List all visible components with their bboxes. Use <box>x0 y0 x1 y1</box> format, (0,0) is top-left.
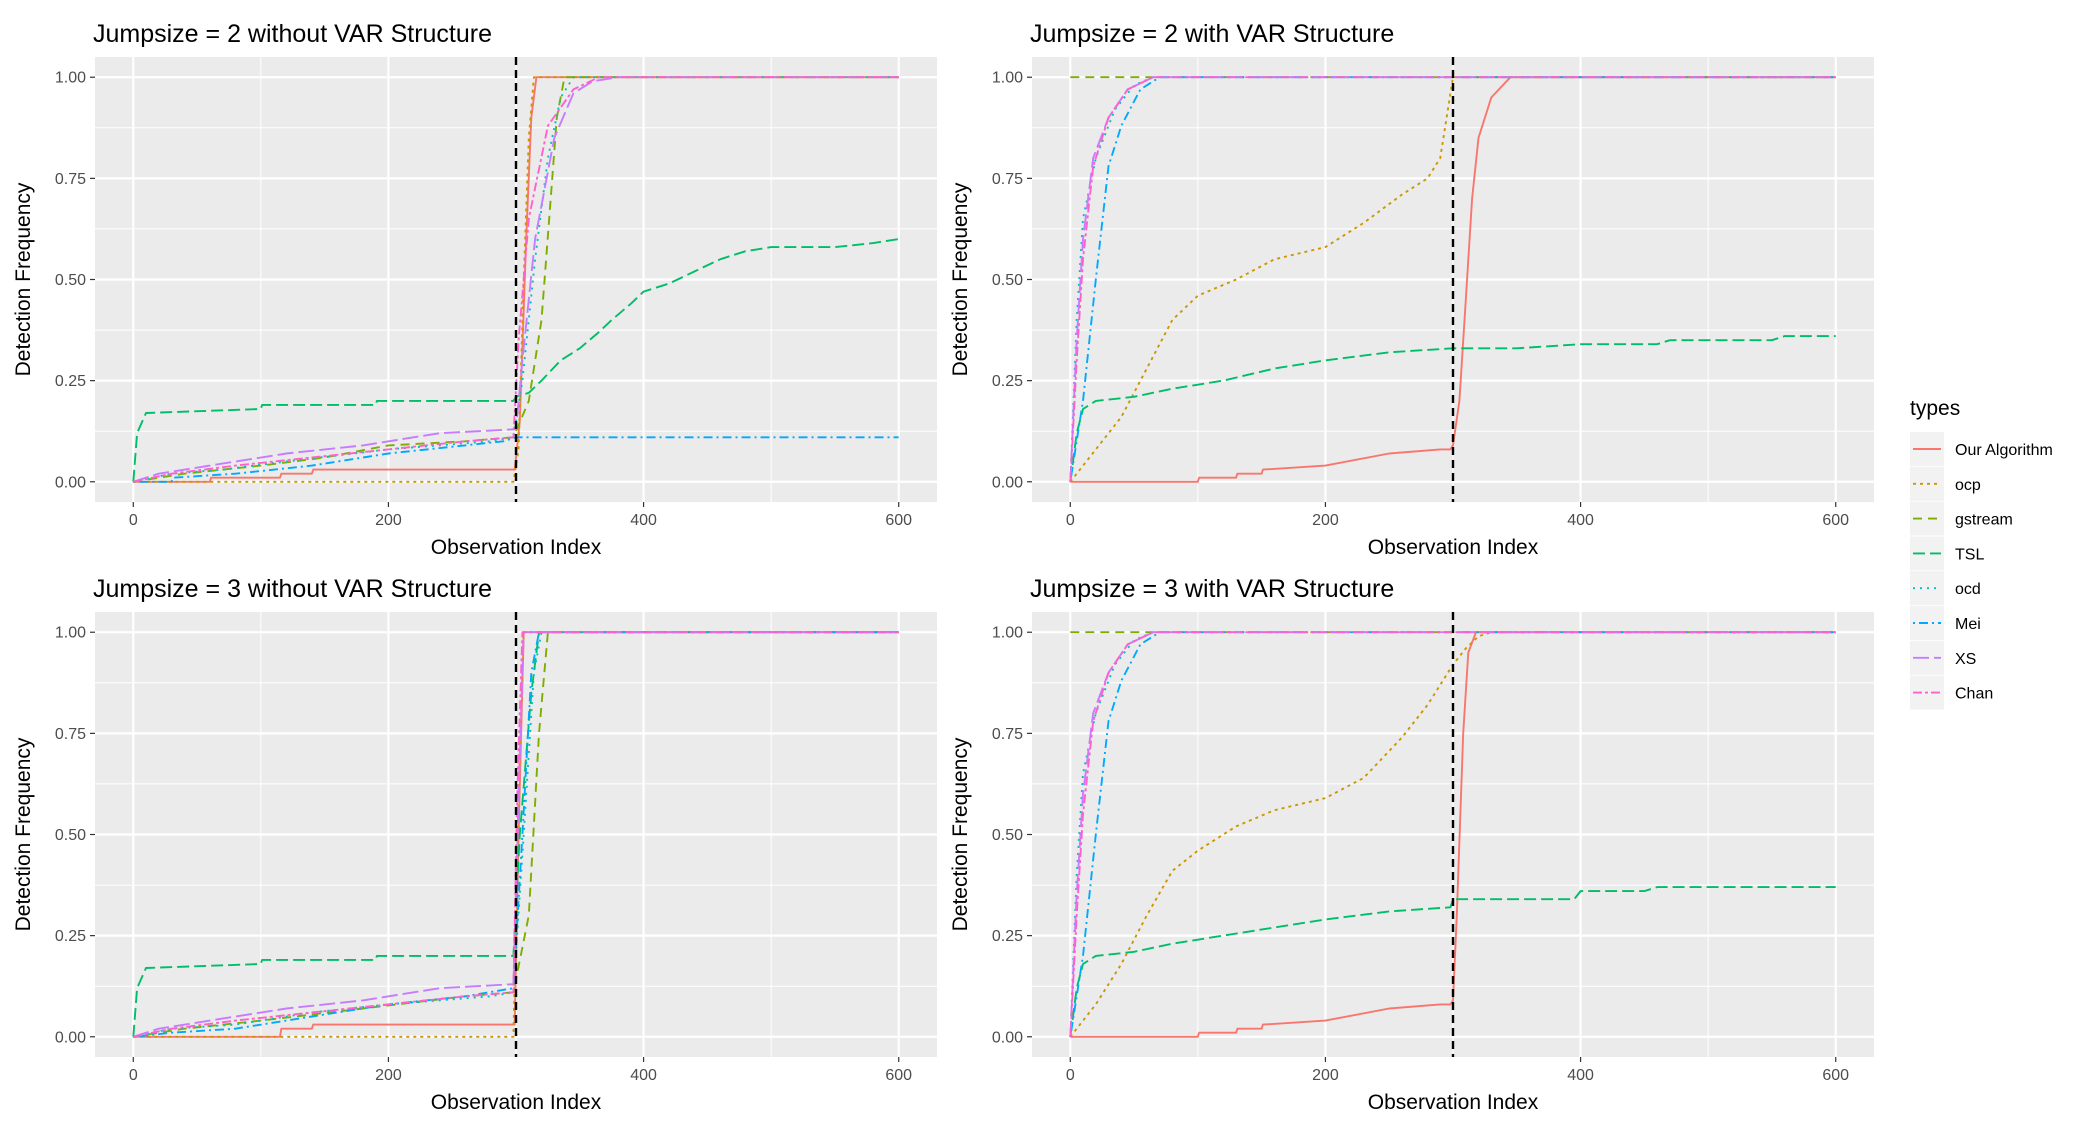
y-tick-label: 0.25 <box>55 928 86 945</box>
series-line-mei <box>1069 76 1836 482</box>
y-tick-label: 0.00 <box>992 474 1023 491</box>
y-tick-label: 0.50 <box>55 827 86 844</box>
series-line-our-algorithm <box>1070 631 1836 1038</box>
x-axis-title: Observation Index <box>431 1091 602 1114</box>
y-tick-label: 0.75 <box>992 171 1023 188</box>
y-axis-title: Detection Frequency <box>949 737 972 931</box>
y-tick-label: 0.25 <box>992 928 1023 945</box>
x-tick-label: 400 <box>1567 512 1594 529</box>
series-line-ocp <box>1069 631 1836 1038</box>
y-tick-label: 0.00 <box>992 1029 1023 1046</box>
x-tick-label: 600 <box>885 512 912 529</box>
panel-3: 0 200 400 600 0.00 0.25 0.50 0.75 1.00 Jumpsize =… <box>12 575 937 1114</box>
x-tick-label: 200 <box>375 512 402 529</box>
legend-label: XS <box>1955 651 1976 668</box>
panel-4: 0 200 400 600 0.00 0.25 0.50 0.75 1.00 Jumpsize =… <box>949 575 1874 1114</box>
y-tick-label: 0.00 <box>55 1029 86 1046</box>
x-tick-label: 0 <box>1066 1067 1075 1084</box>
legend: types Our Algorithm ocp gstream TSL ocd Mei XS C… <box>1910 397 2053 710</box>
y-tick-label: 0.50 <box>992 827 1023 844</box>
legend-item-ocp: ocp <box>1910 466 1981 501</box>
y-tick-label: 0.25 <box>992 373 1023 390</box>
y-tick-label: 1.00 <box>992 625 1023 642</box>
y-tick-label: 0.50 <box>55 272 86 289</box>
y-tick-label: 1.00 <box>55 625 86 642</box>
x-tick-label: 200 <box>375 1067 402 1084</box>
x-axis-title: Observation Index <box>431 536 602 559</box>
legend-title: types <box>1910 397 1960 420</box>
y-tick-label: 0.00 <box>55 474 86 491</box>
y-axis-title: Detection Frequency <box>949 182 972 376</box>
panel-title: Jumpsize = 2 with VAR Structure <box>1030 20 1394 48</box>
legend-item-gstream: gstream <box>1910 501 2013 536</box>
legend-item-xs: XS <box>1910 640 1976 675</box>
x-axis-title: Observation Index <box>1368 1091 1539 1114</box>
series-line-mei <box>1069 631 1836 1037</box>
panel-title: Jumpsize = 3 without VAR Structure <box>93 575 492 603</box>
legend-item-mei: Mei <box>1910 606 1981 640</box>
series-line-chan <box>1069 76 1836 482</box>
series-line-gstream <box>133 631 899 1038</box>
x-tick-label: 0 <box>129 512 138 529</box>
series-line-chan <box>1069 631 1836 1037</box>
legend-label: gstream <box>1955 512 2013 529</box>
x-tick-label: 400 <box>630 1067 657 1084</box>
x-tick-label: 0 <box>1066 512 1075 529</box>
series-line-ocd <box>1069 631 1836 1037</box>
x-tick-label: 600 <box>885 1067 912 1084</box>
legend-item-tsl: TSL <box>1910 536 1984 571</box>
series-line-chan <box>133 76 899 483</box>
x-tick-label: 600 <box>1822 512 1849 529</box>
y-tick-label: 1.00 <box>55 70 86 87</box>
series-line-mei <box>133 631 899 1038</box>
y-tick-label: 0.75 <box>55 726 86 743</box>
x-tick-label: 0 <box>129 1067 138 1084</box>
series-line-mei <box>133 436 899 483</box>
y-tick-label: 0.50 <box>992 272 1023 289</box>
series-line-xs <box>133 631 899 1038</box>
x-tick-label: 400 <box>630 512 657 529</box>
panel-title: Jumpsize = 3 with VAR Structure <box>1030 575 1394 603</box>
y-axis-title: Detection Frequency <box>12 182 35 376</box>
x-tick-label: 200 <box>1312 1067 1339 1084</box>
legend-label: ocd <box>1955 581 1981 598</box>
panel-1: 0 200 400 600 0.00 0.25 0.50 0.75 1.00 Jumpsize =… <box>12 20 937 559</box>
series-line-xs <box>1069 76 1836 482</box>
series-line-ocd <box>1069 76 1836 482</box>
series-line-tsl <box>132 238 899 482</box>
y-tick-label: 0.75 <box>55 171 86 188</box>
legend-label: TSL <box>1955 546 1984 563</box>
x-tick-label: 200 <box>1312 512 1339 529</box>
panel-2: 0 200 400 600 0.00 0.25 0.50 0.75 1.00 Jumpsize =… <box>949 20 1874 559</box>
legend-item-our-algorithm: Our Algorithm <box>1910 432 2053 466</box>
y-tick-label: 0.25 <box>55 373 86 390</box>
y-axis-title: Detection Frequency <box>12 737 35 931</box>
series-line-tsl <box>1069 335 1836 482</box>
legend-label: Chan <box>1955 686 1993 703</box>
legend-item-ocd: ocd <box>1910 571 1981 606</box>
x-tick-label: 400 <box>1567 1067 1594 1084</box>
y-tick-label: 1.00 <box>992 70 1023 87</box>
series-line-our-algorithm <box>133 631 899 1038</box>
series-line-ocp <box>133 631 899 1038</box>
legend-item-chan: Chan <box>1910 675 1993 710</box>
series-line-xs <box>133 76 899 483</box>
series-line-our-algorithm <box>1070 76 1836 483</box>
series-line-tsl <box>1069 886 1836 1037</box>
y-tick-label: 0.75 <box>992 726 1023 743</box>
series-line-xs <box>1069 631 1836 1037</box>
series-line-chan <box>133 631 899 1038</box>
x-axis-title: Observation Index <box>1368 536 1539 559</box>
series-line-ocp <box>1069 76 1836 483</box>
legend-label: Mei <box>1955 616 1981 633</box>
legend-label: Our Algorithm <box>1955 442 2053 459</box>
panel-title: Jumpsize = 2 without VAR Structure <box>93 20 492 48</box>
x-tick-label: 600 <box>1822 1067 1849 1084</box>
legend-label: ocp <box>1955 477 1981 494</box>
